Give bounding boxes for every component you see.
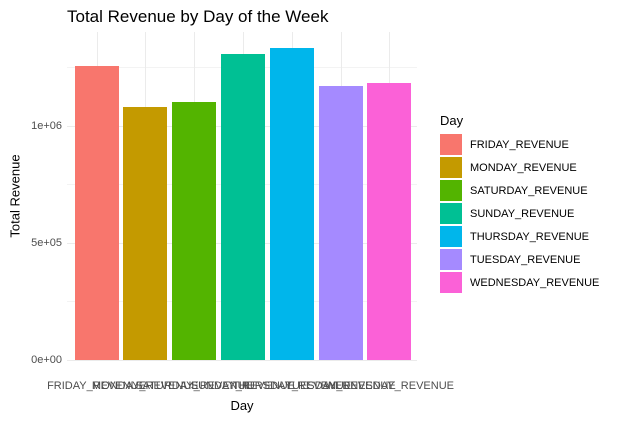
plot-panel (67, 32, 417, 361)
bar-wednesday-revenue (367, 82, 412, 360)
legend-label: THURSDAY_REVENUE (470, 230, 589, 243)
legend-swatch (440, 157, 462, 178)
legend-item: TUESDAY_REVENUE (440, 248, 599, 271)
y-tick-label: 0e+00 (31, 354, 62, 366)
legend-swatch (440, 134, 462, 155)
legend-swatch (440, 226, 462, 247)
bar-friday-revenue (74, 66, 119, 360)
bar-thursday-revenue (269, 48, 314, 360)
legend-item: WEDNESDAY_REVENUE (440, 271, 599, 294)
legend-title: Day (440, 113, 464, 128)
x-tick-label: MONDAY_REVENUE (91, 380, 199, 392)
x-axis-label: Day (230, 398, 254, 413)
legend-label: WEDNESDAY_REVENUE (470, 276, 600, 289)
legend-swatch (440, 272, 462, 293)
bar-saturday-revenue (172, 101, 217, 360)
legend-item: FRIDAY_REVENUE (440, 133, 599, 156)
x-tick-label: WEDNESDAY_REVENUE (324, 380, 454, 392)
y-tick-label: 1e+06 (31, 119, 62, 132)
legend-label: FRIDAY_REVENUE (470, 138, 569, 151)
x-tick-label: FRIDAY_REVENUE (47, 380, 146, 392)
legend-item: THURSDAY_REVENUE (440, 225, 599, 248)
legend-label: SUNDAY_REVENUE (470, 207, 575, 220)
y-tick-label: 5e+05 (31, 236, 62, 249)
x-tick-label: TUESDAY_REVENUE (285, 380, 396, 392)
legend-label: TUESDAY_REVENUE (470, 253, 581, 266)
legend-label: MONDAY_REVENUE (470, 161, 577, 174)
legend-item: SATURDAY_REVENUE (440, 179, 599, 202)
x-tick-label: SUNDAY_REVENUE (190, 380, 296, 392)
major-gridline (67, 360, 417, 361)
legend-label: SATURDAY_REVENUE (470, 184, 588, 197)
y-axis-label: Total Revenue (7, 154, 23, 238)
bar-sunday-revenue (220, 53, 265, 360)
bar-tuesday-revenue (318, 85, 363, 360)
bar-monday-revenue (123, 107, 168, 360)
legend-item: MONDAY_REVENUE (440, 156, 599, 179)
chart-title: Total Revenue by Day of the Week (67, 7, 329, 26)
legend-swatch (440, 203, 462, 224)
legend: Day FRIDAY_REVENUE MONDAY_REVENUE SATURDAY… (440, 113, 599, 294)
legend-swatch (440, 249, 462, 270)
legend-item: SUNDAY_REVENUE (440, 202, 599, 225)
legend-swatch (440, 180, 462, 201)
x-tick-label: THURSDAY_REVENUE (232, 380, 352, 392)
x-tick-label: SATURDAY_REVENUE (135, 380, 253, 392)
